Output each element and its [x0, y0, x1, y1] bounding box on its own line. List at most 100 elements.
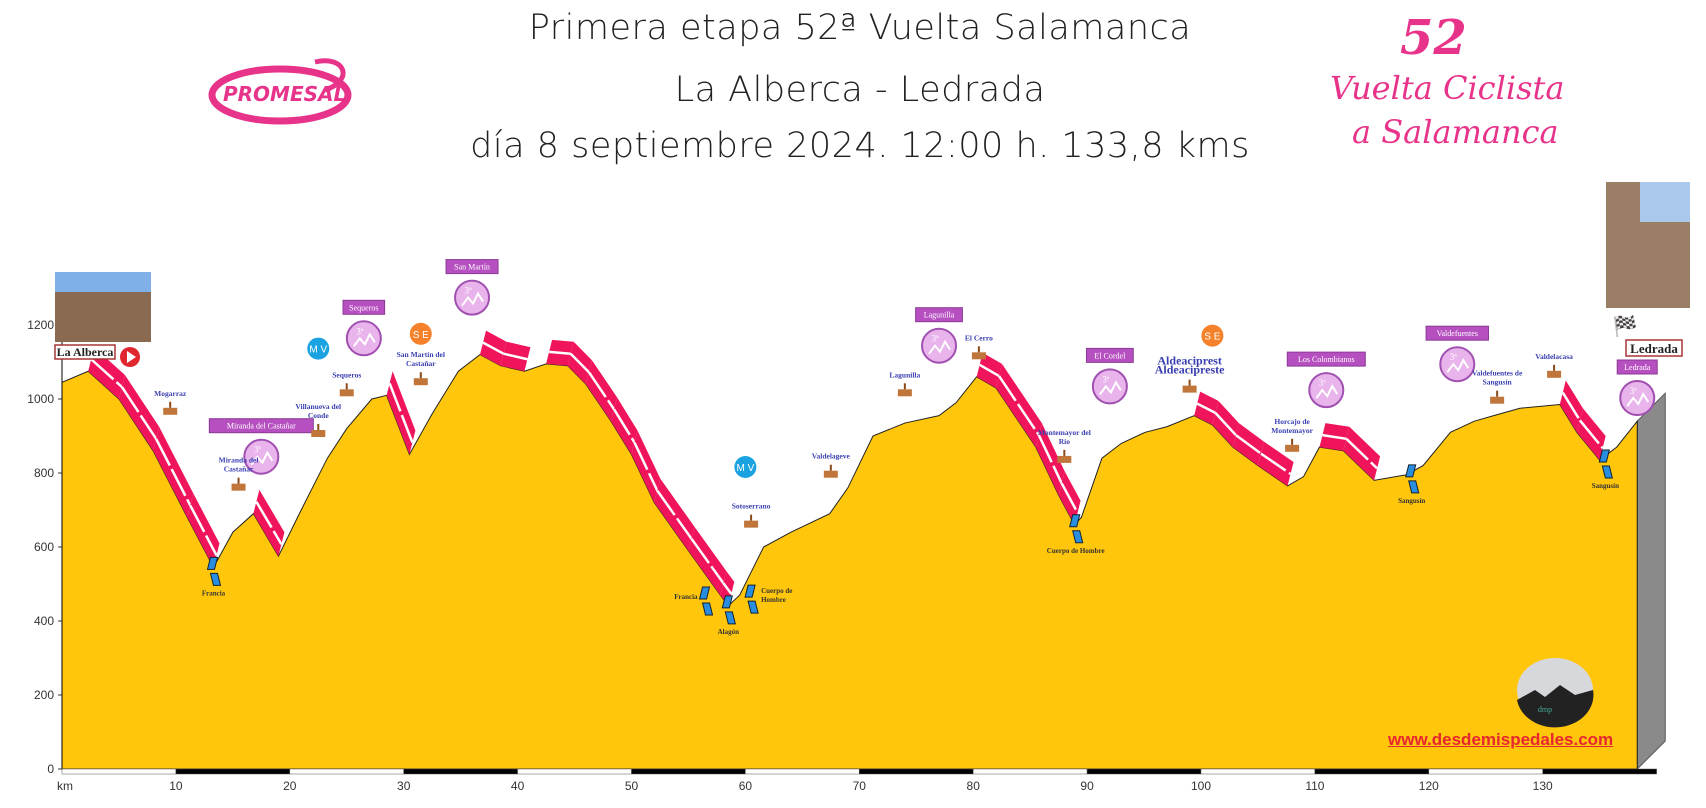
- town-label: Horcajo de: [1274, 417, 1310, 426]
- x-axis-scale-segment: [61, 768, 177, 775]
- river-icon: [747, 600, 759, 614]
- church-icon: [971, 352, 986, 360]
- town-label: Montemayor: [1271, 426, 1313, 435]
- x-axis-scale-segment: [403, 768, 518, 775]
- website-link[interactable]: www.desdemispedales.com: [1388, 730, 1614, 749]
- church-icon: [339, 389, 354, 397]
- finish-label-box: [1625, 339, 1683, 357]
- promesal-logo: PROMESAL: [205, 50, 355, 130]
- river-label: Alagón: [718, 628, 740, 636]
- climb-label-box: [208, 418, 314, 434]
- climb-category-badge: [454, 279, 491, 316]
- profile-area: [61, 354, 1638, 770]
- church-icon: [413, 378, 428, 386]
- climb-category: 3ª: [932, 334, 940, 344]
- start-label: La Alberca: [57, 345, 114, 359]
- play-icon: [127, 351, 136, 363]
- x-tick-label: 60: [739, 779, 753, 793]
- descent-centerline: [1037, 434, 1063, 484]
- sprint-label: M V: [309, 345, 327, 356]
- church-tower-icon: [317, 424, 320, 430]
- climb-category-badge: [1619, 380, 1656, 416]
- climb-category-badge: [1308, 372, 1345, 409]
- climb-label: Miranda del Castañar: [227, 422, 296, 431]
- town-label: Lagunilla: [889, 370, 920, 379]
- descent-centerline: [1214, 412, 1237, 436]
- river-icon: [1069, 514, 1081, 528]
- town-label: Sangusín: [1483, 378, 1513, 387]
- river-label: Cuerpo de Hombre: [1047, 547, 1105, 555]
- descent-centerline: [978, 363, 1000, 377]
- title-line-1: Primera etapa 52ª Vuelta Salamanca: [528, 8, 1192, 48]
- x-tick-label: 20: [283, 779, 297, 793]
- mountain-icon: [353, 332, 376, 347]
- climb-category: 3ª: [465, 286, 473, 296]
- climb-category-badge: [921, 327, 958, 364]
- sprint-icon: [1201, 324, 1224, 347]
- sprint-label: S E: [1204, 332, 1220, 343]
- sprint-icon: [409, 322, 432, 345]
- descent-centerline: [548, 350, 571, 355]
- climb-label: Valdefuentes: [1437, 329, 1478, 338]
- mountain-icon: [928, 339, 951, 355]
- church-tower-icon: [237, 477, 240, 484]
- descent-centerline: [1060, 482, 1079, 514]
- town-label: Castañar: [224, 465, 254, 474]
- sprint-icon: [734, 456, 757, 478]
- town-label: Villanueva del: [295, 402, 341, 411]
- descent-centerline: [189, 504, 218, 556]
- descent-centerline: [388, 382, 414, 443]
- descent-centerline: [612, 408, 636, 444]
- church-tower-icon: [829, 464, 832, 471]
- descent-centerline: [656, 489, 693, 540]
- descent-centerline: [1260, 452, 1292, 475]
- river-icon: [701, 602, 714, 616]
- church-tower-icon: [977, 346, 980, 353]
- river-label: Francia: [202, 589, 226, 597]
- x-tick-label: 10: [169, 779, 183, 793]
- climb-label-box: [1425, 325, 1489, 341]
- x-axis-scale-segment: [517, 768, 632, 775]
- x-tick-label: 30: [397, 779, 411, 793]
- descent-centerline: [722, 582, 733, 595]
- finish-label: Ledrada: [1630, 341, 1678, 356]
- town-label: Valdelageve: [812, 452, 851, 461]
- climb-label: San Martín: [454, 263, 490, 272]
- church-icon: [311, 430, 326, 437]
- church-tower-icon: [1188, 379, 1191, 386]
- church-icon: [823, 470, 838, 478]
- church-tower-icon: [169, 401, 172, 408]
- town-label: Miranda del: [219, 456, 259, 465]
- town-label: Montemayor del: [1038, 428, 1091, 437]
- logo-line-2: a Salamanca: [1352, 113, 1559, 151]
- la-alberca-photo-sky: [55, 272, 151, 292]
- x-axis-scale-segment: [1542, 768, 1657, 775]
- church-tower-icon: [1063, 449, 1066, 456]
- y-tick-label: 1000: [27, 392, 54, 406]
- x-axis-scale-segment: [745, 768, 860, 775]
- x-axis-scale-segment: [175, 768, 291, 775]
- climb-category: 3ª: [1102, 374, 1110, 384]
- river-icon: [206, 556, 219, 570]
- church-icon: [163, 407, 178, 415]
- town-label: Sotoserrano: [732, 502, 771, 511]
- mountain-icon: [461, 291, 484, 307]
- descent-centerline: [503, 352, 528, 361]
- church-tower-icon: [903, 383, 906, 390]
- church-icon: [1057, 455, 1072, 463]
- descent-centerline: [690, 537, 725, 584]
- end-block: [1636, 391, 1666, 771]
- climb-category: 3ª: [1319, 378, 1327, 388]
- river-label: Sangusín: [1398, 497, 1425, 505]
- descent-centerline: [587, 371, 616, 410]
- church-icon: [231, 483, 246, 491]
- mountain-icon: [1099, 380, 1122, 395]
- vuelta-salamanca-logo: 52 Vuelta Ciclista a Salamanca: [1330, 10, 1630, 170]
- y-tick-label: 800: [34, 466, 54, 480]
- church-tower-icon: [1496, 390, 1499, 397]
- x-tick-label: 50: [625, 779, 639, 793]
- y-tick-label: 0: [47, 762, 54, 776]
- sprint-label: M V: [737, 463, 755, 474]
- church-icon: [1182, 385, 1197, 393]
- town-label: Mogarraz: [154, 389, 187, 398]
